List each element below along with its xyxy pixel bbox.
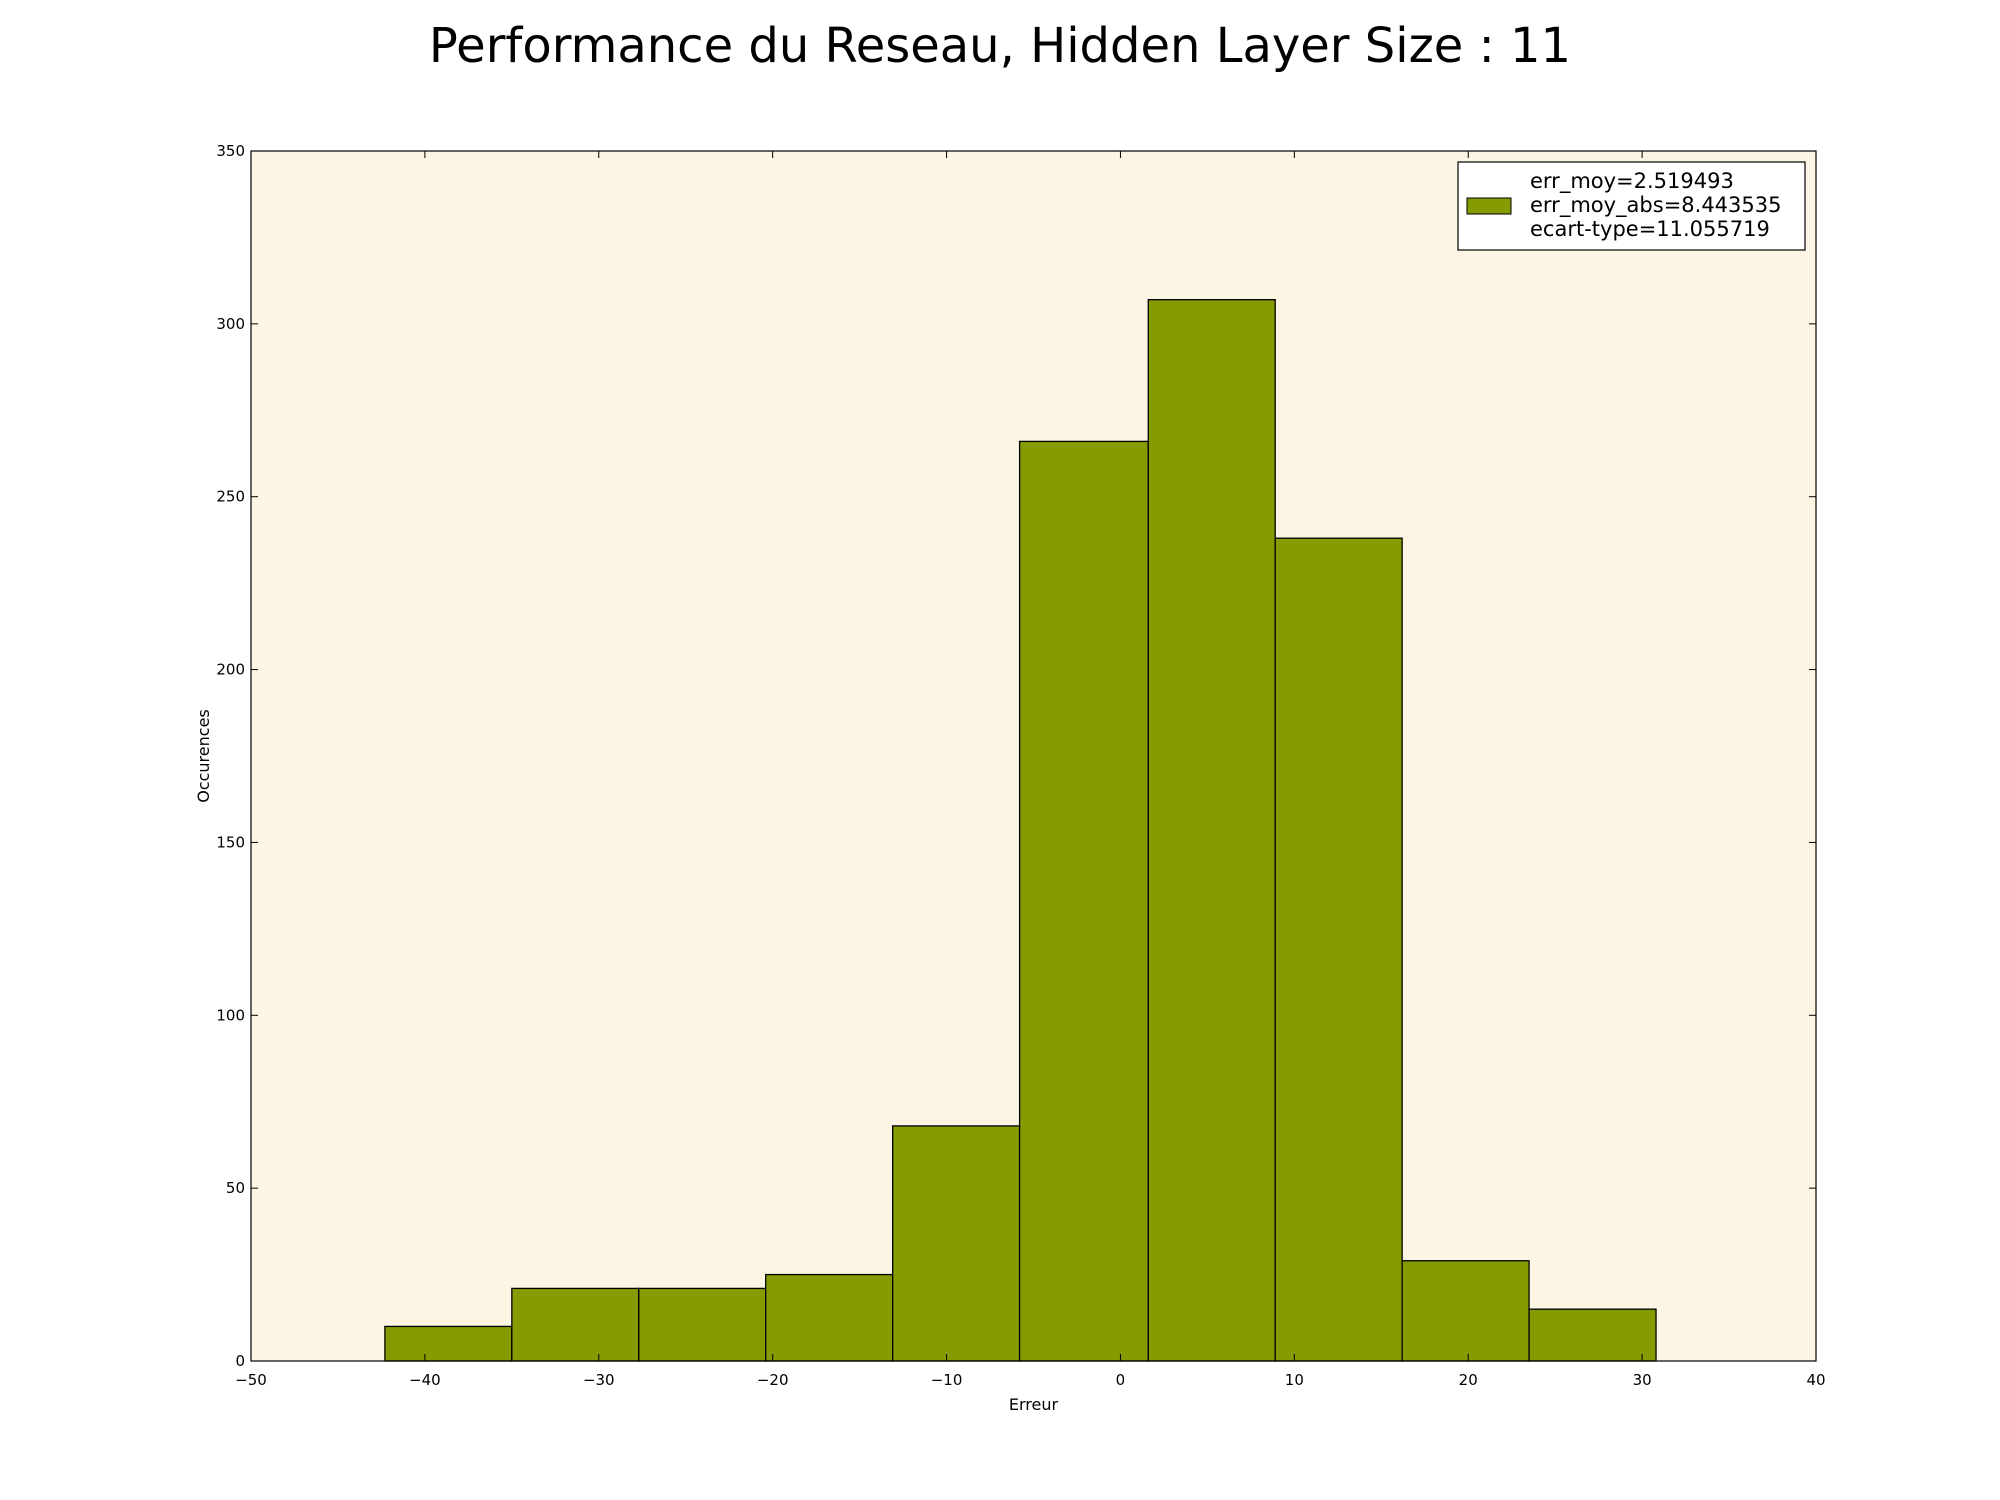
y-tick-label: 100: [216, 1006, 245, 1024]
y-tick-label: 0: [235, 1352, 245, 1370]
x-tick-label: −10: [931, 1371, 963, 1389]
x-tick-label: −20: [757, 1371, 789, 1389]
y-tick-label: 200: [216, 661, 245, 679]
histogram-bar-4: [892, 1125, 1021, 1362]
histogram-bar-1: [511, 1287, 640, 1362]
legend-text-err-moy-abs: err_moy_abs=8.443535: [1530, 193, 1782, 218]
histogram-bar-9: [1528, 1308, 1657, 1362]
chart-title: Performance du Reseau, Hidden Layer Size…: [428, 18, 1572, 74]
y-tick-label: 150: [216, 833, 245, 851]
legend-box: [1457, 161, 1806, 251]
x-tick-label: 10: [1285, 1371, 1304, 1389]
x-tick-label: −50: [235, 1371, 267, 1389]
legend-text-ecart-type: ecart-type=11.055719: [1530, 217, 1770, 241]
histogram-bar-0: [384, 1325, 513, 1362]
ticks-layer: −50 −40 −30 −20 −10 0 10 20 30 40 0 50 100 150 200 250 3…: [216, 142, 1825, 1389]
bars-layer: [384, 299, 1657, 1362]
histogram-bar-2: [638, 1287, 767, 1362]
x-tick-label: 30: [1633, 1371, 1652, 1389]
x-tick-label: −40: [409, 1371, 441, 1389]
y-tick-label: 300: [216, 315, 245, 333]
x-tick-label: 20: [1459, 1371, 1478, 1389]
histogram-bar-5: [1018, 440, 1149, 1362]
y-tick-label: 250: [216, 488, 245, 506]
plot-frame: [250, 150, 1817, 1362]
x-tick-label: 0: [1116, 1371, 1126, 1389]
y-axis-label: Occurences: [194, 709, 213, 803]
histogram-bar-7: [1274, 537, 1403, 1362]
histogram-bar-8: [1401, 1260, 1530, 1362]
x-axis-label: Erreur: [1009, 1395, 1059, 1414]
x-tick-label: 40: [1806, 1371, 1825, 1389]
legend: err_moy=2.519493 err_moy_abs=8.443535 ec…: [1457, 161, 1806, 251]
y-tick-label: 50: [226, 1179, 245, 1197]
histogram-bar-3: [765, 1273, 894, 1362]
x-tick-label: −30: [583, 1371, 615, 1389]
y-tick-label: 350: [216, 142, 245, 160]
legend-text-err-moy: err_moy=2.519493: [1530, 169, 1734, 194]
legend-swatch: [1466, 197, 1512, 215]
histogram-bar-6: [1147, 299, 1276, 1362]
